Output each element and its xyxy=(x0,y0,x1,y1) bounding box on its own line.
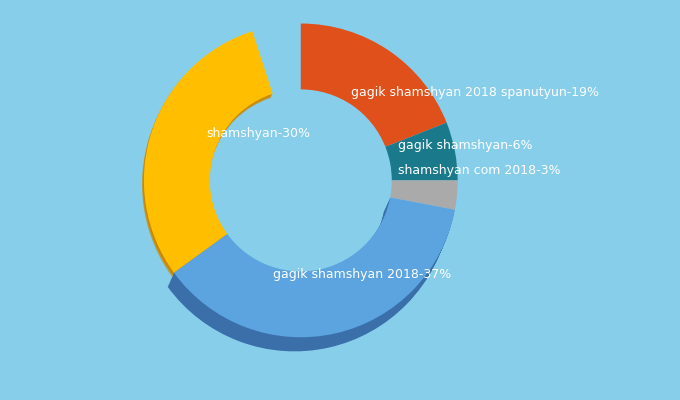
Text: gagik shamshyan-6%: gagik shamshyan-6% xyxy=(398,139,532,152)
Wedge shape xyxy=(174,198,455,337)
Wedge shape xyxy=(143,34,271,276)
Text: shamshyan-30%: shamshyan-30% xyxy=(207,127,311,140)
Wedge shape xyxy=(169,209,449,349)
Wedge shape xyxy=(168,210,449,350)
Text: gagik shamshyan 2018-37%: gagik shamshyan 2018-37% xyxy=(273,268,451,281)
Wedge shape xyxy=(173,200,454,340)
Wedge shape xyxy=(144,31,273,272)
Wedge shape xyxy=(171,204,452,344)
Wedge shape xyxy=(173,199,454,338)
Wedge shape xyxy=(167,212,449,351)
Wedge shape xyxy=(170,207,451,347)
Wedge shape xyxy=(171,203,452,343)
Wedge shape xyxy=(143,33,272,274)
Wedge shape xyxy=(386,123,458,180)
Wedge shape xyxy=(170,206,452,346)
Wedge shape xyxy=(169,208,450,348)
Wedge shape xyxy=(301,24,447,147)
Text: gagik shamshyan 2018 spanutyun-19%: gagik shamshyan 2018 spanutyun-19% xyxy=(351,86,599,99)
Wedge shape xyxy=(142,36,271,277)
Wedge shape xyxy=(390,180,458,210)
Text: shamshyan com 2018-3%: shamshyan com 2018-3% xyxy=(398,164,560,178)
Wedge shape xyxy=(172,201,454,341)
Wedge shape xyxy=(143,33,272,275)
Wedge shape xyxy=(142,35,271,276)
Wedge shape xyxy=(172,202,453,342)
Wedge shape xyxy=(143,32,273,273)
